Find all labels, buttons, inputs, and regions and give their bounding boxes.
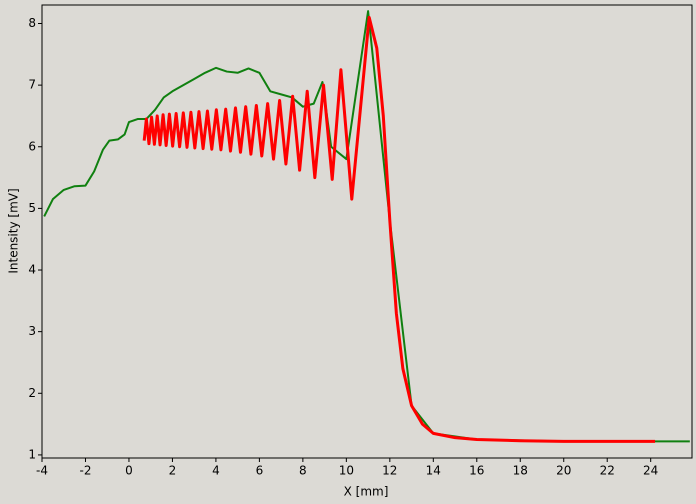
y-tick-label: 6: [28, 139, 36, 153]
data-line: [43, 10, 690, 443]
x-tick-label: 2: [169, 464, 177, 478]
x-tick-label: 6: [256, 464, 264, 478]
y-tick-label: 3: [28, 324, 36, 338]
plot-area: [41, 4, 693, 459]
x-tick-label: 22: [600, 464, 615, 478]
x-tick-label: -4: [36, 464, 48, 478]
x-tick-label: 14: [426, 464, 441, 478]
x-tick-label: 4: [212, 464, 220, 478]
x-tick-label: 18: [513, 464, 528, 478]
x-tick-label: 0: [125, 464, 133, 478]
x-tick-label: 24: [643, 464, 658, 478]
x-tick-label: -2: [79, 464, 91, 478]
x-axis-label: X [mm]: [344, 485, 389, 499]
y-tick-label: 5: [28, 201, 36, 215]
x-tick-label: 20: [556, 464, 571, 478]
x-tick-label: 12: [382, 464, 397, 478]
y-tick-label: 8: [28, 16, 36, 30]
y-tick-label: 7: [28, 78, 36, 92]
y-tick-label: 1: [28, 447, 36, 461]
y-axis-label: Intensity [mV]: [7, 188, 21, 273]
data-line: [142, 15, 656, 443]
x-tick-label: 16: [469, 464, 484, 478]
x-tick-label: 8: [299, 464, 307, 478]
x-tick-label: 10: [339, 464, 354, 478]
y-tick-label: 4: [28, 263, 36, 277]
y-tick-label: 2: [28, 386, 36, 400]
